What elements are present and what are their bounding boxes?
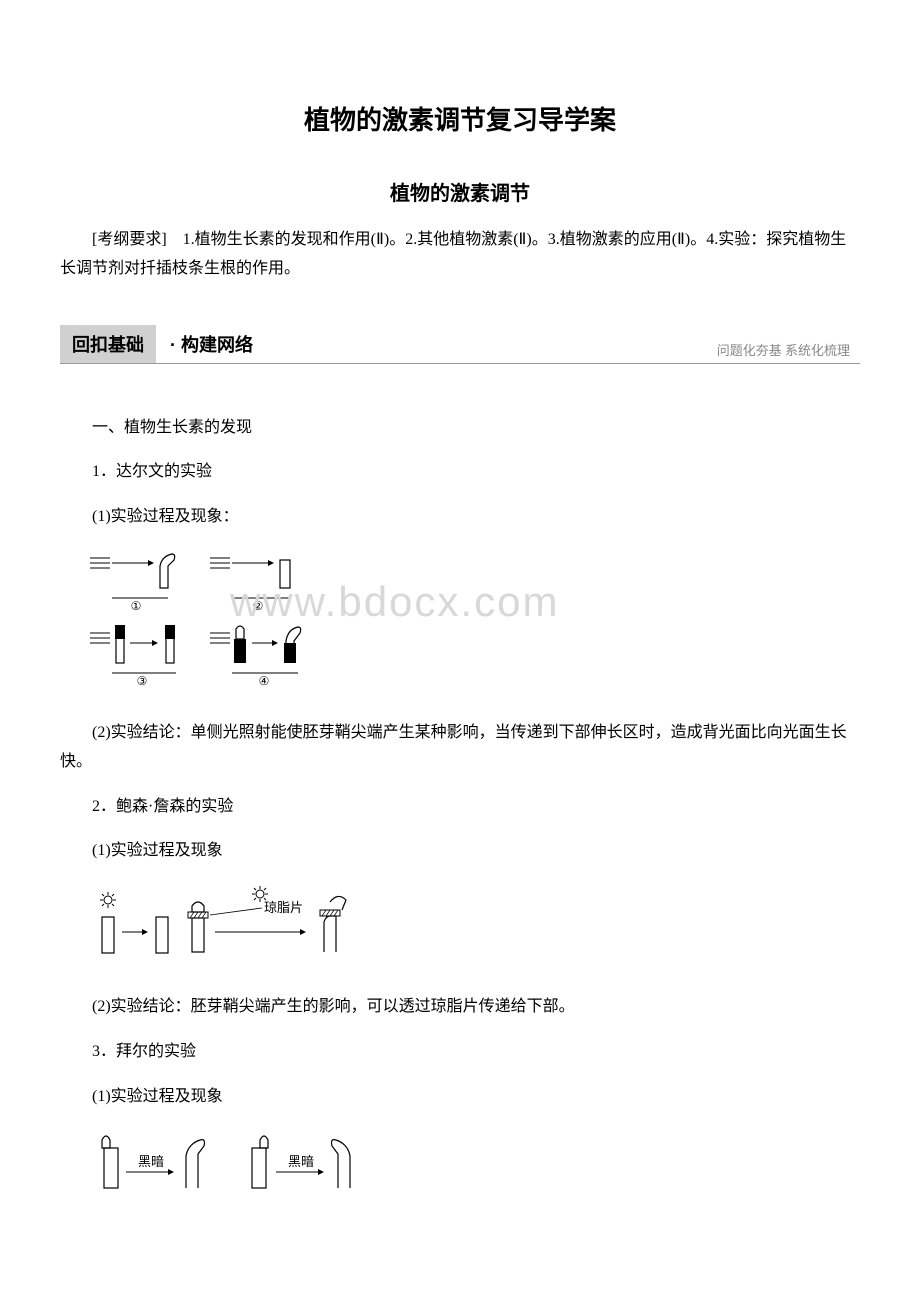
exp3-proc: (1)实验过程及现象 [60, 1083, 860, 1112]
jensen-diagram: 琼脂片 [90, 882, 860, 977]
label-circ3: ③ [137, 674, 148, 688]
banner-sub: · 构建网络 [170, 331, 253, 357]
exp1-proc: (1)实验过程及现象： [60, 503, 860, 532]
section-banner: 回扣基础 · 构建网络 问题化夯基 系统化梳理 [60, 324, 860, 364]
intro-text: [考纲要求] 1.植物生长素的发现和作用(Ⅱ)。2.其他植物激素(Ⅱ)。3.植物… [60, 226, 860, 284]
exp1-title: 1．达尔文的实验 [60, 458, 860, 487]
agar-label: 琼脂片 [264, 900, 303, 915]
exp3-title: 3．拜尔的实验 [60, 1038, 860, 1067]
banner-label: 回扣基础 [60, 325, 156, 363]
dark-label-2: 黑暗 [288, 1154, 314, 1169]
exp2-proc: (1)实验过程及现象 [60, 837, 860, 866]
label-circ1: ① [131, 599, 142, 613]
page-subtitle: 植物的激素调节 [60, 177, 860, 206]
banner-right: 问题化夯基 系统化梳理 [717, 340, 850, 359]
page-title: 植物的激素调节复习导学案 [60, 100, 860, 137]
darwin-diagram: www.bdocx.com ① ② [90, 548, 860, 703]
paal-diagram: 黑暗 黑暗 [90, 1128, 860, 1213]
exp1-concl: (2)实验结论：单侧光照射能使胚芽鞘尖端产生某种影响，当传递到下部伸长区时，造成… [60, 719, 860, 777]
section-heading: 一、植物生长素的发现 [60, 414, 860, 443]
exp2-concl: (2)实验结论：胚芽鞘尖端产生的影响，可以透过琼脂片传递给下部。 [60, 993, 860, 1022]
label-circ4: ④ [259, 674, 270, 688]
exp2-title: 2．鲍森·詹森的实验 [60, 793, 860, 822]
dark-label-1: 黑暗 [138, 1154, 164, 1169]
label-circ2: ② [253, 599, 264, 613]
